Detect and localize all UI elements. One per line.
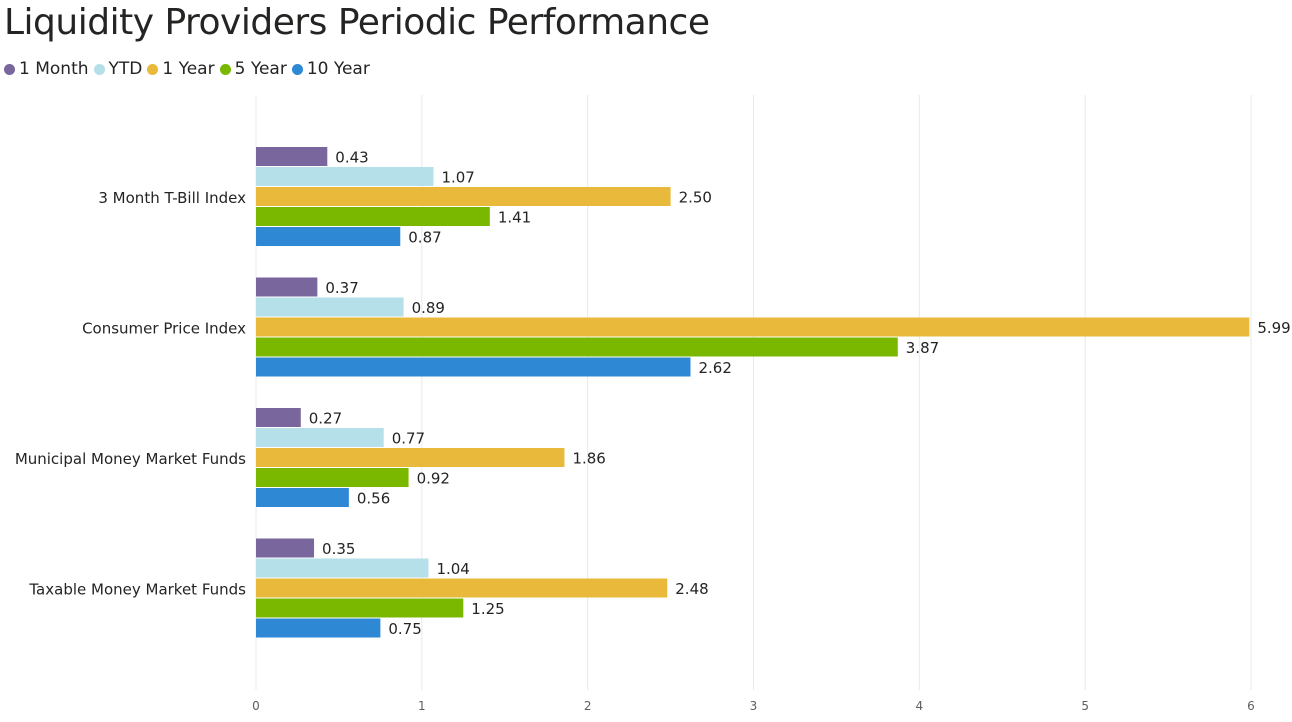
- data-label: 0.75: [388, 620, 421, 638]
- bar-ytd-taxable-money-market-funds: [256, 558, 429, 578]
- legend-label: 1 Year: [162, 59, 215, 79]
- bar-1-year-municipal-money-market-funds: [256, 448, 565, 467]
- bar-1-month-3-month-t-bill-index: [256, 147, 328, 166]
- legend-label: 1 Month: [19, 59, 89, 79]
- bar-ytd-municipal-money-market-funds: [256, 428, 384, 447]
- data-label: 3.87: [906, 339, 939, 357]
- bar-10-year-consumer-price-index: [256, 357, 691, 377]
- bar-10-year-3-month-t-bill-index: [256, 227, 401, 246]
- legend-marker-icon: [147, 63, 159, 75]
- data-label: 0.87: [408, 229, 441, 247]
- data-label: 1.41: [498, 209, 531, 227]
- bar-1-year-consumer-price-index: [256, 317, 1250, 337]
- data-label: 0.77: [392, 430, 425, 448]
- legend-marker-icon: [291, 63, 303, 75]
- legend-marker-icon: [4, 63, 15, 75]
- legend-label: 5 Year: [234, 59, 287, 79]
- category-label-municipal-money-market-funds: Municipal Money Market Funds: [15, 450, 246, 468]
- data-label: 1.86: [572, 450, 605, 468]
- data-label: 0.37: [325, 279, 358, 297]
- category-label-consumer-price-index: Consumer Price Index: [82, 320, 246, 338]
- data-label: 2.50: [679, 189, 712, 207]
- data-label: 0.43: [335, 149, 368, 167]
- data-label: 0.89: [412, 299, 445, 317]
- x-tick-label: 6: [1247, 699, 1255, 713]
- chart-title: Liquidity Providers Periodic Performance: [4, 2, 710, 43]
- legend-item-ytd[interactable]: YTD: [93, 59, 143, 79]
- bar-ytd-3-month-t-bill-index: [256, 167, 434, 186]
- legend-label: YTD: [108, 59, 143, 79]
- category-label-taxable-money-market-funds: Taxable Money Market Funds: [28, 581, 246, 599]
- x-tick-label: 2: [584, 699, 592, 713]
- bar-5-year-consumer-price-index: [256, 337, 898, 357]
- data-label: 2.48: [675, 580, 708, 598]
- legend-item-5-year[interactable]: 5 Year: [219, 59, 287, 79]
- legend-item-1-year[interactable]: 1 Year: [147, 59, 215, 79]
- data-label: 1.25: [471, 600, 504, 618]
- x-tick-label: 3: [750, 699, 758, 713]
- x-tick-label: 1: [418, 699, 426, 713]
- x-tick-label: 4: [916, 699, 924, 713]
- x-tick-label: 0: [252, 699, 260, 713]
- bar-1-month-taxable-money-market-funds: [256, 538, 315, 558]
- category-label-3-month-t-bill-index: 3 Month T-Bill Index: [98, 189, 246, 207]
- bar-1-year-taxable-money-market-funds: [256, 578, 668, 598]
- data-label: 0.27: [309, 410, 342, 428]
- bar-ytd-consumer-price-index: [256, 297, 404, 317]
- data-label: 0.35: [322, 540, 355, 558]
- legend-marker-icon: [93, 63, 105, 75]
- data-label: 2.62: [698, 359, 731, 377]
- bar-10-year-taxable-money-market-funds: [256, 618, 381, 638]
- legend-marker-icon: [219, 63, 231, 75]
- data-label: 1.04: [436, 560, 469, 578]
- data-label: 0.56: [357, 490, 390, 508]
- bar-1-year-3-month-t-bill-index: [256, 187, 671, 206]
- legend: 1 Month YTD 1 Year 5 Year 10 Year: [4, 57, 375, 81]
- bar-1-month-consumer-price-index: [256, 277, 318, 297]
- legend-item-10-year[interactable]: 10 Year: [291, 59, 370, 79]
- bar-1-month-municipal-money-market-funds: [256, 408, 301, 427]
- x-tick-label: 5: [1081, 699, 1089, 713]
- bar-5-year-3-month-t-bill-index: [256, 207, 490, 226]
- data-label: 5.99: [1257, 319, 1290, 337]
- legend-item-1-month[interactable]: 1 Month: [4, 59, 89, 79]
- legend-label: 10 Year: [306, 59, 370, 79]
- bar-5-year-municipal-money-market-funds: [256, 468, 409, 487]
- data-label: 1.07: [441, 169, 474, 187]
- bar-10-year-municipal-money-market-funds: [256, 488, 349, 507]
- data-label: 0.92: [417, 470, 450, 488]
- bar-5-year-taxable-money-market-funds: [256, 598, 464, 618]
